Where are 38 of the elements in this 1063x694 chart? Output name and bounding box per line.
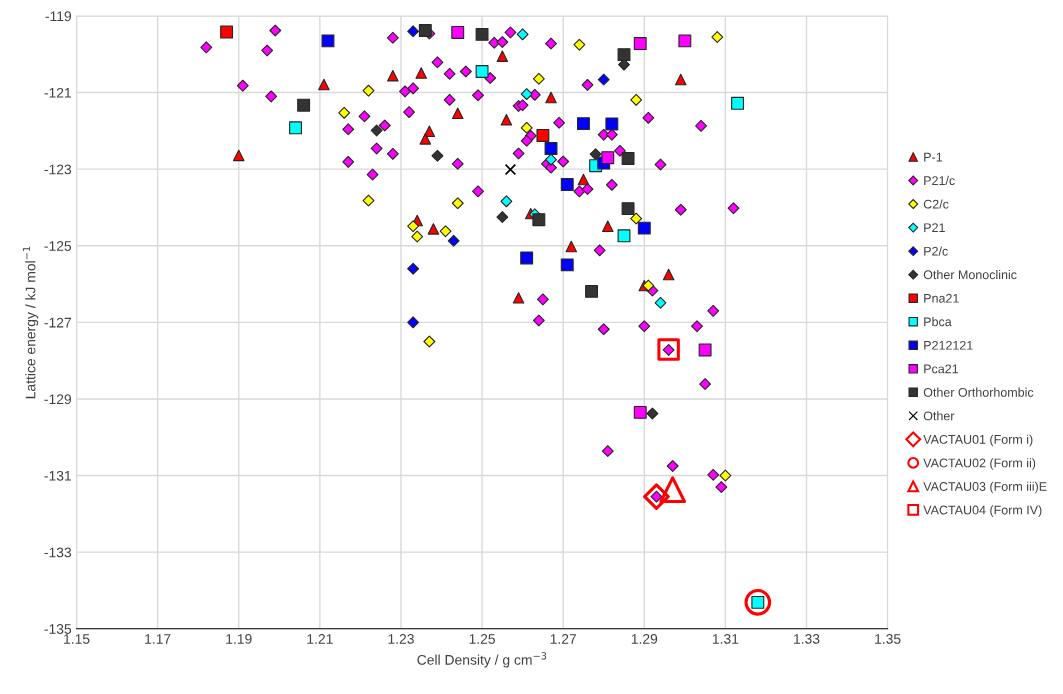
x-axis-title: Cell Density / g cm$^{−3}$ (417, 652, 547, 668)
legend-label: Other Monoclinic (923, 269, 1017, 280)
y-tick-label: -123 (44, 164, 72, 175)
y-tick-label: -125 (44, 241, 72, 251)
y-tick-label: -119 (45, 11, 72, 22)
legend-label: P-1 (924, 152, 943, 162)
y-axis-title: Lattice energy / kJ mol$^{−1}$ (22, 246, 39, 399)
y-tick-label: -133 (44, 547, 72, 558)
x-tick-label: 1.33 (794, 633, 820, 644)
legend-label: Pbca (924, 317, 952, 327)
legend-label: Pna21 (924, 293, 959, 303)
x-tick-label: 1.21 (307, 633, 333, 644)
x-tick-label: 1.17 (145, 634, 171, 644)
y-tick-label: -131 (44, 470, 71, 481)
legend-label: VACTAU01 (Form i) (923, 434, 1033, 447)
legend-label: VACTAU04 (Form IV) (923, 505, 1042, 517)
legend-label: Other (923, 411, 955, 421)
x-tick-label: 1.23 (388, 633, 414, 644)
legend-label: Other Orthorhombic (923, 387, 1034, 397)
x-tick-label: 1.35 (875, 633, 901, 644)
x-tick-label: 1.25 (469, 633, 496, 644)
x-tick-label: 1.29 (631, 633, 658, 644)
legend-label: VACTAU03 (Form iii)E (923, 481, 1047, 494)
y-tick-label: -127 (44, 317, 71, 328)
y-tick-label: -121 (44, 87, 71, 98)
y-tick-label: -135 (44, 624, 72, 634)
x-tick-label: 1.19 (226, 633, 252, 644)
y-tick-label: -129 (44, 394, 72, 405)
x-tick-label: 1.27 (550, 633, 576, 644)
x-tick-label: 1.15 (64, 634, 90, 644)
legend-label: P21/c (924, 175, 955, 186)
legend-label: C2/c (923, 199, 949, 209)
legend-label: P2/c (924, 246, 948, 256)
legend-label: Pca21 (924, 364, 959, 374)
x-tick-label: 1.31 (712, 633, 739, 644)
legend-label: P212121 (924, 340, 973, 350)
legend-label: P21 (924, 223, 945, 232)
legend-label: VACTAU02 (Form ii) (923, 458, 1036, 470)
